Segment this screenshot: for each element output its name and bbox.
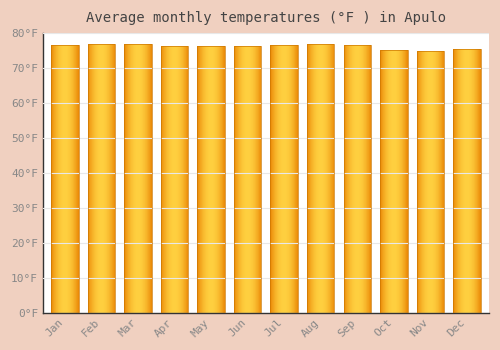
Bar xyxy=(454,49,480,313)
Title: Average monthly temperatures (°F ) in Apulo: Average monthly temperatures (°F ) in Ap… xyxy=(86,11,446,25)
Bar xyxy=(270,46,298,313)
Bar xyxy=(307,44,334,313)
Bar xyxy=(124,44,152,313)
Bar xyxy=(380,50,407,313)
Bar xyxy=(344,46,371,313)
Bar xyxy=(88,44,115,313)
Bar xyxy=(416,51,444,313)
Bar xyxy=(161,46,188,313)
Bar xyxy=(234,46,262,313)
Bar xyxy=(51,46,78,313)
Bar xyxy=(198,46,225,313)
